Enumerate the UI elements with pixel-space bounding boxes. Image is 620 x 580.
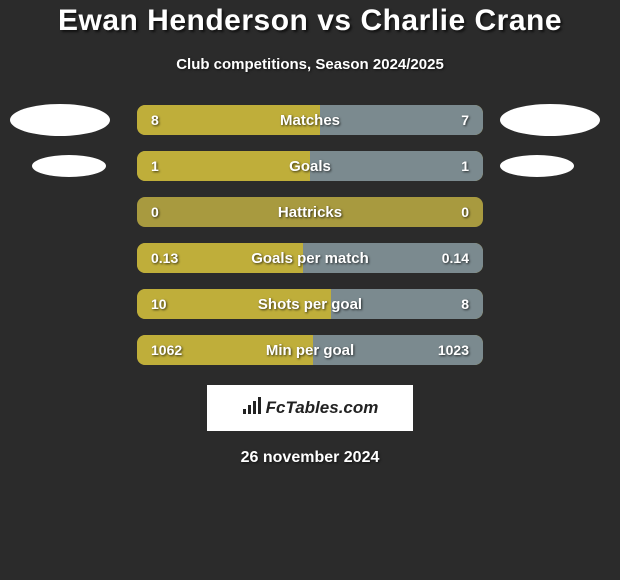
stat-value-right: 0	[461, 204, 469, 220]
player2-name: Charlie Crane	[360, 4, 562, 37]
decor-ellipse	[10, 104, 110, 136]
title: Ewan Henderson vs Charlie Crane	[58, 4, 562, 38]
stat-bar: 1062 Min per goal 1023	[137, 335, 483, 365]
stat-value-right: 8	[461, 296, 469, 312]
stat-value-right: 1	[461, 158, 469, 174]
stat-label: Shots per goal	[258, 296, 362, 313]
subtitle: Club competitions, Season 2024/2025	[176, 56, 444, 73]
vs-label: vs	[317, 4, 351, 37]
stat-value-right: 1023	[438, 342, 469, 358]
stat-bar: 0 Hattricks 0	[137, 197, 483, 227]
stat-row: 0 Hattricks 0	[0, 197, 620, 227]
bar-fill-right	[320, 105, 483, 135]
stat-row: 0.13 Goals per match 0.14	[0, 243, 620, 273]
stat-row: 8 Matches 7	[0, 105, 620, 135]
stat-rows: 8Matches71Goals10Hattricks00.13Goals per…	[0, 105, 620, 365]
decor-ellipse	[500, 155, 574, 177]
branding-text: FcTables.com	[266, 398, 379, 418]
stat-bar: 10 Shots per goal 8	[137, 289, 483, 319]
comparison-infographic: Ewan Henderson vs Charlie Crane Club com…	[0, 0, 620, 467]
player1-name: Ewan Henderson	[58, 4, 308, 37]
stat-value-right: 7	[461, 112, 469, 128]
stat-value-left: 8	[151, 112, 159, 128]
stat-value-left: 1062	[151, 342, 182, 358]
stat-label: Min per goal	[266, 342, 354, 359]
stat-label: Matches	[280, 112, 340, 129]
stat-row: 1062 Min per goal 1023	[0, 335, 620, 365]
stat-row: 10 Shots per goal 8	[0, 289, 620, 319]
stat-label: Hattricks	[278, 204, 342, 221]
stat-bar: 8 Matches 7	[137, 105, 483, 135]
stat-value-left: 0.13	[151, 250, 178, 266]
bar-fill-right	[310, 151, 483, 181]
stat-value-left: 0	[151, 204, 159, 220]
stat-value-right: 0.14	[442, 250, 469, 266]
bar-fill-left	[137, 151, 310, 181]
decor-ellipse	[500, 104, 600, 136]
date-label: 26 november 2024	[241, 449, 380, 467]
stat-value-left: 1	[151, 158, 159, 174]
decor-ellipse	[32, 155, 106, 177]
branding-badge: FcTables.com	[207, 385, 413, 431]
stat-label: Goals	[289, 158, 331, 175]
stat-row: 1 Goals 1	[0, 151, 620, 181]
stat-value-left: 10	[151, 296, 167, 312]
stat-label: Goals per match	[251, 250, 369, 267]
stat-bar: 1 Goals 1	[137, 151, 483, 181]
stat-bar: 0.13 Goals per match 0.14	[137, 243, 483, 273]
branding-icon	[242, 397, 264, 420]
